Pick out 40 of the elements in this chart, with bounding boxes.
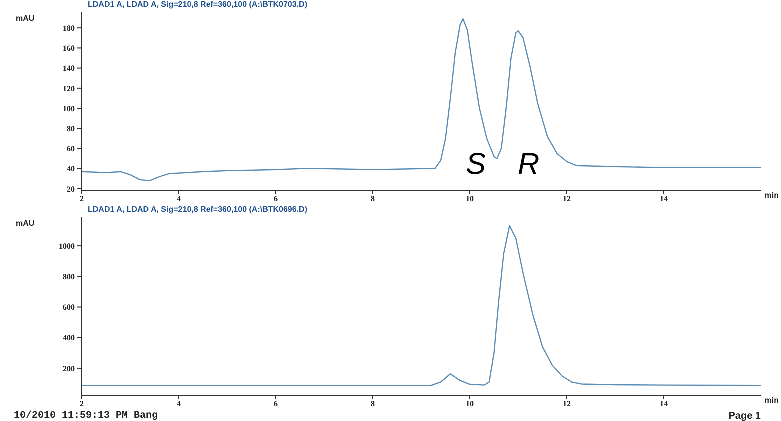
y-tick-label: 80 xyxy=(67,124,75,134)
x-tick-label: 6 xyxy=(274,400,278,409)
x-tick-label: 14 xyxy=(660,400,668,409)
chart-title: LDAD1 A, LDAD A, Sig=210,8 Ref=360,100 (A:\BTK0696.D) xyxy=(88,205,308,214)
text: Page 1 xyxy=(728,411,761,421)
y-tick-label: 800 xyxy=(63,272,75,282)
y-axis-title: mAU xyxy=(16,14,35,23)
line-series xyxy=(82,225,761,386)
y-tick-label: 400 xyxy=(63,334,75,343)
y-tick-label: 1000 xyxy=(59,242,75,251)
x-tick-label: 8 xyxy=(371,400,375,409)
y-tick-label: 140 xyxy=(63,64,75,74)
y-tick-label: 100 xyxy=(63,104,75,114)
x-tick-label: 2 xyxy=(80,400,84,409)
x-tick-label: 8 xyxy=(371,194,375,204)
x-tick-label: 4 xyxy=(177,194,181,204)
y-tick-label: 160 xyxy=(63,44,75,54)
x-axis-title: min xyxy=(764,396,779,405)
y-tick-label: 200 xyxy=(63,364,75,374)
x-tick-label: 14 xyxy=(660,194,668,204)
x-tick-label: 2 xyxy=(80,194,84,204)
x-axis-title: min xyxy=(764,191,779,200)
x-tick-label: 12 xyxy=(563,400,571,409)
y-tick-label: 20 xyxy=(67,184,75,194)
x-tick-label: 12 xyxy=(563,194,571,204)
line-series xyxy=(82,18,761,182)
y-tick-label: 120 xyxy=(63,84,75,94)
y-tick-label: 60 xyxy=(67,144,75,154)
text: 10/2010 11:59:13 PM Bang xyxy=(14,411,158,421)
y-tick-label: 40 xyxy=(67,164,75,174)
chart-title: LDAD1 A, LDAD A, Sig=210,8 Ref=360,100 (A:\BTK0703.D) xyxy=(88,0,308,9)
annotation: S xyxy=(466,148,486,181)
x-tick-label: 10 xyxy=(466,194,474,204)
x-tick-label: 10 xyxy=(466,400,474,409)
x-tick-label: 6 xyxy=(274,194,278,204)
annotation: R xyxy=(518,148,540,181)
y-tick-label: 180 xyxy=(63,24,75,33)
y-axis-title: mAU xyxy=(16,219,35,228)
x-tick-label: 4 xyxy=(177,400,181,409)
y-tick-label: 600 xyxy=(63,303,75,312)
